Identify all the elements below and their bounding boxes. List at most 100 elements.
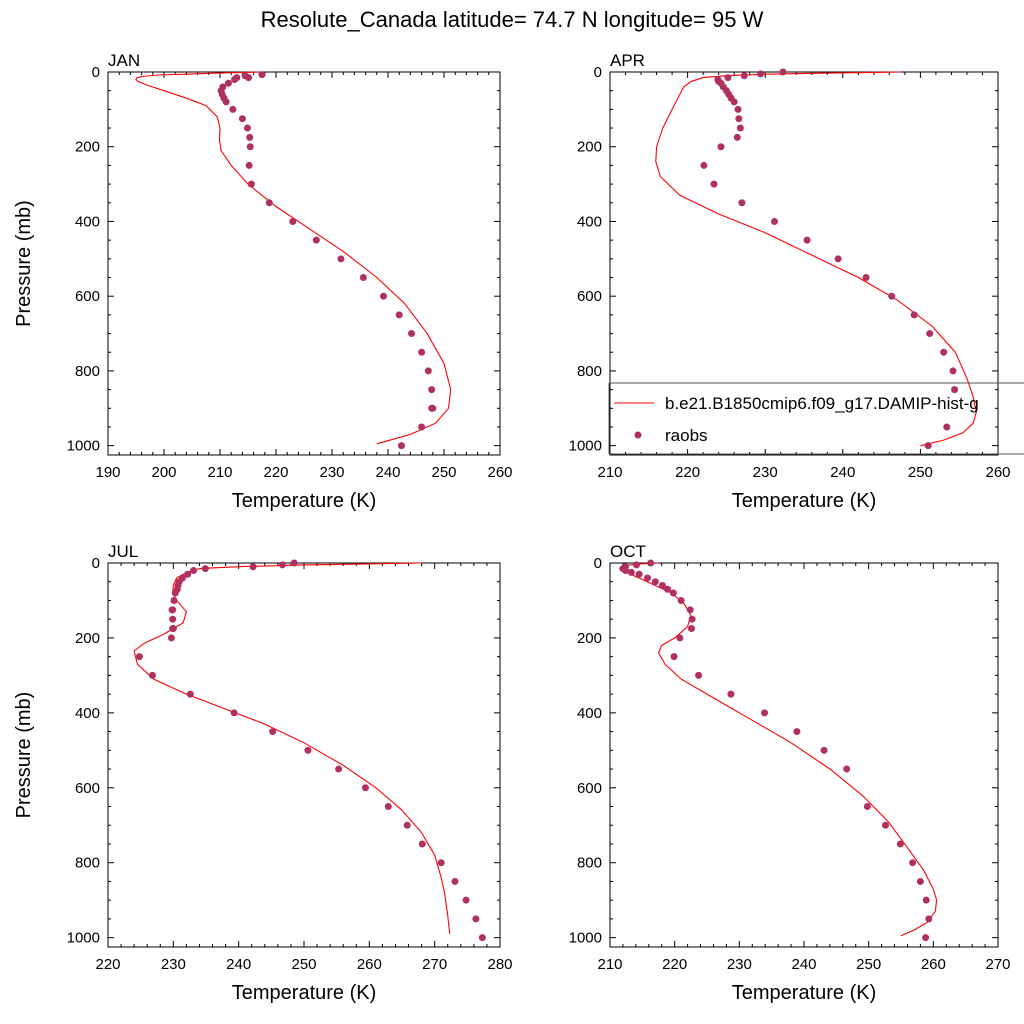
- jul-raobs-point: [249, 563, 257, 571]
- figure-title: Resolute_Canada latitude= 74.7 N longitu…: [261, 7, 764, 32]
- jul-y-tick-label: 800: [75, 855, 100, 872]
- jan-x-tick-label: 220: [263, 464, 288, 481]
- jan-plot-frame: [107, 71, 501, 456]
- oct-x-axis-title: Temperature (K): [732, 982, 877, 1004]
- apr-raobs-point: [949, 367, 957, 375]
- oct-raobs-point: [820, 746, 828, 754]
- oct-y-tick-label: 600: [577, 780, 602, 797]
- jul-x-tick-label: 250: [291, 956, 316, 973]
- apr-raobs-point: [710, 180, 718, 188]
- jan-x-tick-label: 200: [151, 464, 176, 481]
- jan-raobs-point: [397, 442, 405, 450]
- oct-raobs-point: [676, 634, 684, 642]
- jan-model-profile-line: [135, 71, 452, 445]
- oct-raobs-point: [881, 821, 889, 829]
- oct-raobs-point: [727, 690, 735, 698]
- apr-x-tick-label: 220: [675, 464, 700, 481]
- jan-x-tick-label: 250: [431, 464, 456, 481]
- panel-apr: APR 210 220 230 240 250 260 0 200 400 600 800 1000 Te…: [569, 51, 1011, 512]
- apr-y-tick-label: 1000: [569, 438, 602, 455]
- jul-y-axis-title: Pressure (mb): [13, 692, 35, 819]
- apr-raobs-point: [724, 74, 732, 82]
- apr-raobs-point: [700, 161, 708, 169]
- jul-raobs-point: [304, 746, 312, 754]
- oct-x-tick-label: 250: [856, 956, 881, 973]
- apr-raobs-point: [740, 72, 748, 80]
- jan-raobs-point: [418, 348, 426, 356]
- jul-raobs-point: [384, 803, 392, 811]
- jan-raobs-point: [428, 386, 436, 394]
- jan-y-tick-label: 200: [75, 139, 100, 156]
- jan-raobs-point: [289, 217, 297, 225]
- jan-y-tick-label: 600: [75, 288, 100, 305]
- jul-x-tick-label: 270: [422, 956, 447, 973]
- jul-raobs-point: [335, 765, 343, 773]
- oct-raobs-point: [664, 585, 672, 593]
- oct-raobs-point: [651, 578, 659, 586]
- apr-model-profile-line: [655, 71, 977, 447]
- jan-raobs-point: [222, 98, 230, 106]
- oct-x-tick-label: 220: [662, 956, 687, 973]
- legend-obs-marker: [634, 431, 642, 439]
- jan-raobs-point: [246, 133, 254, 141]
- apr-panel-label: APR: [610, 51, 645, 70]
- oct-x-tick-label: 230: [727, 956, 752, 973]
- jan-raobs-point: [243, 124, 251, 132]
- apr-x-tick-label: 260: [985, 464, 1010, 481]
- apr-x-tick-label: 210: [597, 464, 622, 481]
- oct-y-tick-label: 200: [577, 630, 602, 647]
- jul-raobs-point: [169, 615, 177, 623]
- jan-y-tick-label: 800: [75, 363, 100, 380]
- jan-y-tick-label: 1000: [67, 438, 100, 455]
- jul-raobs-point: [403, 821, 411, 829]
- legend-model-label: b.e21.B1850cmip6.f09_g17.DAMIP-hist-g: [665, 394, 979, 413]
- oct-raobs-point: [843, 765, 851, 773]
- oct-x-tick-label: 270: [985, 956, 1010, 973]
- apr-raobs-point: [834, 255, 842, 263]
- oct-raobs-point: [670, 653, 678, 661]
- jan-raobs-point: [312, 236, 320, 244]
- jul-raobs-point: [190, 566, 198, 574]
- oct-x-tick-label: 240: [791, 956, 816, 973]
- jul-x-tick-label: 240: [226, 956, 251, 973]
- jul-y-tick-label: 1000: [67, 930, 100, 947]
- jul-raobs-point: [462, 896, 470, 904]
- jul-raobs-point: [169, 625, 177, 633]
- jan-raobs-point: [229, 105, 237, 113]
- jul-y-tick-label: 400: [75, 705, 100, 722]
- oct-raobs-point: [633, 561, 641, 569]
- oct-y-tick-label: 1000: [569, 930, 602, 947]
- jan-raobs-point: [224, 79, 232, 87]
- jan-raobs-point: [265, 199, 273, 207]
- jan-x-tick-label: 210: [207, 464, 232, 481]
- apr-plot-frame: [609, 71, 999, 456]
- apr-raobs-point: [771, 217, 779, 225]
- jul-raobs-point: [230, 709, 238, 717]
- panel-jul: JUL 220 230 240 250 260 270 280 0 200 400 600 800 100…: [13, 542, 513, 1004]
- jul-x-axis-title: Temperature (K): [232, 982, 377, 1004]
- jul-x-tick-label: 230: [161, 956, 186, 973]
- oct-y-tick-label: 400: [577, 705, 602, 722]
- oct-raobs-point: [669, 589, 677, 597]
- oct-raobs-point: [896, 840, 904, 848]
- jan-raobs-point: [428, 404, 436, 412]
- oct-raobs-point: [635, 570, 643, 578]
- apr-raobs-point: [779, 68, 787, 76]
- jan-y-tick-label: 0: [92, 64, 100, 81]
- oct-raobs-point: [627, 568, 635, 576]
- oct-y-tick-label: 0: [594, 555, 602, 572]
- jul-raobs-point: [437, 859, 445, 867]
- jul-raobs-point: [168, 606, 176, 614]
- jul-raobs-point: [278, 561, 286, 569]
- jan-raobs-point: [424, 367, 432, 375]
- jan-raobs-point: [245, 74, 253, 82]
- apr-raobs-point: [736, 124, 744, 132]
- jul-plot-frame: [107, 562, 501, 948]
- apr-x-tick-label: 230: [753, 464, 778, 481]
- jul-raobs-point: [451, 877, 459, 885]
- jul-raobs-point: [290, 559, 298, 567]
- oct-raobs-point: [761, 709, 769, 717]
- jan-raobs-point: [408, 330, 416, 338]
- jan-raobs-point: [395, 311, 403, 319]
